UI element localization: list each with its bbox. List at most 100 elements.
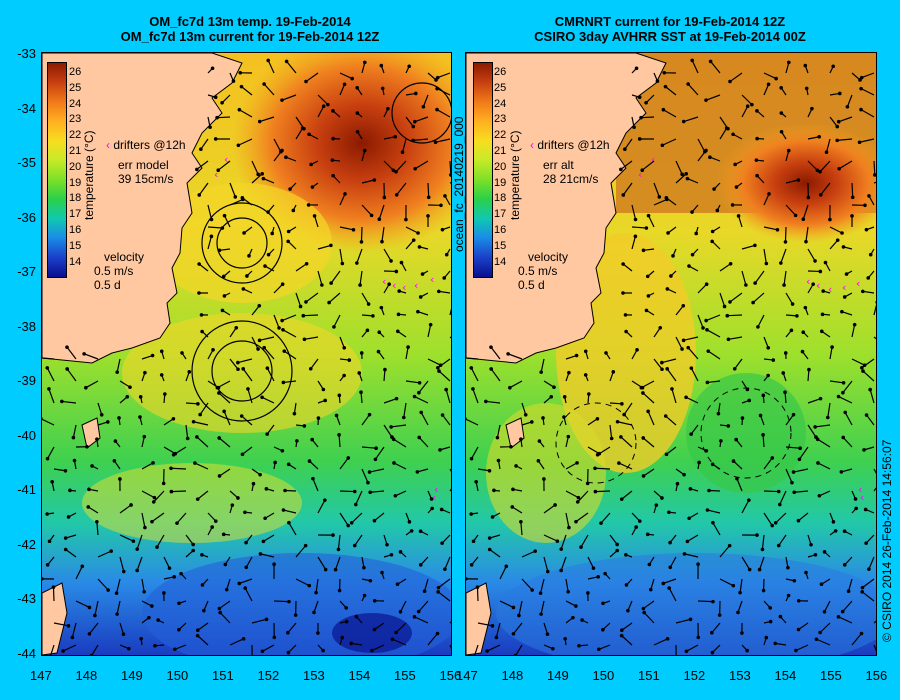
left-drifters-label: drifters @12h bbox=[113, 138, 186, 152]
right-map-panel[interactable]: ‹ ‹ ‹ ‹ ‹ ‹ ‹ ‹ ‹ bbox=[465, 52, 877, 656]
australia-landmass bbox=[42, 53, 243, 364]
colorbar-tick-label: 16 bbox=[494, 224, 507, 236]
x-tick-label: 153 bbox=[729, 668, 751, 683]
drifter-marker: ‹ bbox=[224, 153, 228, 166]
colorbar-tick-label: 21 bbox=[494, 145, 507, 157]
right-title-line1: CMRNRT current for 19-Feb-2014 12Z bbox=[554, 14, 786, 29]
right-drifters-label: drifters @12h bbox=[537, 138, 610, 152]
left-title-line1: OM_fc7d 13m temp. 19-Feb-2014 bbox=[149, 14, 351, 29]
drifter-marker: ‹ bbox=[842, 281, 846, 294]
island bbox=[505, 417, 525, 449]
drifter-marker: ‹ bbox=[816, 279, 820, 292]
drifter-marker: ‹ bbox=[828, 283, 832, 296]
colorbar-tick-label: 18 bbox=[69, 192, 82, 205]
drifter-marker: ‹ bbox=[434, 483, 438, 496]
y-tick-label: -40 bbox=[17, 427, 36, 443]
drifter-marker: ‹ bbox=[651, 153, 655, 166]
right-error-stats: err alt 28 21cm/s bbox=[543, 158, 598, 186]
x-tick-label: 148 bbox=[501, 668, 524, 683]
drifter-marker: ‹ bbox=[402, 281, 406, 294]
right-colorbar bbox=[473, 62, 493, 278]
right-map-canvas: ‹‹‹ ‹ ‹ ‹ ‹‹‹ bbox=[466, 53, 876, 655]
y-tick-label: -42 bbox=[17, 536, 36, 552]
right-err-line2: 28 21cm/s bbox=[543, 172, 599, 186]
colorbar-tick-label: 26 bbox=[69, 66, 82, 78]
left-panel-title: OM_fc7d 13m temp. 19-Feb-2014 OM_fc7d 13… bbox=[40, 14, 460, 44]
drifter-marker: ‹ bbox=[638, 168, 642, 181]
colorbar-tick-label: 16 bbox=[69, 224, 82, 236]
eddy-streamline bbox=[391, 82, 451, 144]
right-err-line1: err alt bbox=[543, 158, 574, 172]
colorbar-tick-label: 21 bbox=[69, 145, 82, 157]
drifter-marker: ‹ bbox=[430, 273, 434, 286]
left-err-line2: 39 15cm/s bbox=[118, 172, 174, 186]
colorbar-tick-label: 25 bbox=[494, 81, 507, 94]
australia-landmass bbox=[466, 53, 667, 364]
colorbar-tick-label: 25 bbox=[69, 81, 82, 94]
x-tick-label: 148 bbox=[75, 668, 98, 683]
x-tick-label: 152 bbox=[683, 668, 706, 683]
drifter-marker: ‹ bbox=[860, 491, 864, 504]
right-title-line2: CSIRO 3day AVHRR SST at 19-Feb-2014 00Z bbox=[534, 29, 806, 44]
colorbar-tick-label: 20 bbox=[494, 160, 507, 173]
colorbar-tick-label: 22 bbox=[69, 129, 82, 142]
colorbar-tick-label: 15 bbox=[69, 239, 82, 252]
forecast-id-label: ocean_fc_20140219_000 bbox=[452, 116, 466, 252]
x-tick-label: 156 bbox=[439, 668, 462, 683]
x-tick-label: 147 bbox=[456, 668, 478, 683]
credit-label: © CSIRO 2014 26-Feb-2014 14:56:07 bbox=[880, 439, 894, 642]
colorbar-tick-label: 19 bbox=[494, 176, 507, 189]
drifter-marker: ‹ bbox=[382, 275, 386, 288]
left-map-panel[interactable]: ‹ ‹ ‹ ‹ ‹ ‹ ‹ ‹ ‹ bbox=[41, 52, 452, 656]
colorbar-tick-label: 15 bbox=[494, 239, 507, 252]
y-tick-label: -33 bbox=[17, 46, 36, 61]
left-title-line2: OM_fc7d 13m current for 19-Feb-2014 12Z bbox=[120, 29, 380, 44]
drifter-marker: ‹ bbox=[432, 491, 436, 504]
eddy-streamline bbox=[191, 320, 293, 422]
drifter-marker: ‹ bbox=[856, 277, 860, 290]
y-tick-label: -36 bbox=[17, 209, 36, 225]
colorbar-tick-label: 23 bbox=[494, 113, 507, 126]
x-tick-label: 156 bbox=[865, 668, 888, 683]
left-drifters-legend: ‹ drifters @12h bbox=[106, 138, 186, 152]
drifter-marker-icon: ‹ bbox=[106, 138, 110, 152]
left-velocity-speed: 0.5 m/s bbox=[94, 264, 134, 278]
colorbar-tick-label: 17 bbox=[69, 208, 82, 221]
x-tick-label: 155 bbox=[820, 668, 842, 683]
left-colorbar-title: temperature (°C) bbox=[82, 130, 96, 221]
colorbar-tick-label: 26 bbox=[494, 66, 507, 78]
colorbar-tick-label: 22 bbox=[494, 129, 507, 142]
y-tick-label: -43 bbox=[17, 591, 36, 606]
colorbar-tick-label: 14 bbox=[69, 255, 82, 268]
y-tick-label: -35 bbox=[17, 155, 36, 170]
drifter-marker: ‹ bbox=[214, 168, 218, 181]
velocity-arrows bbox=[42, 58, 451, 655]
eddy-streamline bbox=[555, 402, 637, 484]
drifter-marker: ‹ bbox=[414, 279, 418, 292]
drifter-marker: ‹ bbox=[392, 279, 396, 292]
x-tick-label: 151 bbox=[638, 668, 660, 683]
left-velocity-label: velocity bbox=[104, 250, 145, 264]
warm-core-eddy bbox=[716, 123, 876, 243]
y-tick-label: -41 bbox=[17, 482, 36, 497]
right-velocity-days: 0.5 d bbox=[518, 278, 545, 292]
colorbar-tick-label: 24 bbox=[494, 97, 507, 110]
colorbar-tick-label: 19 bbox=[69, 176, 82, 189]
colorbar-tick-label: 24 bbox=[69, 97, 82, 110]
colorbar-tick-label: 14 bbox=[494, 255, 507, 268]
x-tick-label: 147 bbox=[30, 668, 52, 683]
x-tick-label: 155 bbox=[394, 668, 416, 683]
y-tick-label: -34 bbox=[17, 100, 36, 116]
x-tick-label: 152 bbox=[257, 668, 280, 683]
right-panel-title: CMRNRT current for 19-Feb-2014 12Z CSIRO… bbox=[465, 14, 875, 44]
y-tick-label: -44 bbox=[17, 645, 36, 661]
right-drifters-legend: ‹ drifters @12h bbox=[530, 138, 610, 152]
tasmania-landmass bbox=[42, 582, 68, 655]
x-tick-label: 150 bbox=[592, 668, 615, 683]
x-tick-label: 154 bbox=[348, 668, 371, 683]
x-tick-label: 153 bbox=[303, 668, 325, 683]
warm-eddy-south bbox=[122, 313, 362, 433]
left-velocity-legend: velocity 0.5 m/s 0.5 d bbox=[94, 250, 144, 292]
drifter-marker: ‹ bbox=[806, 275, 810, 288]
x-tick-label: 150 bbox=[166, 668, 189, 683]
